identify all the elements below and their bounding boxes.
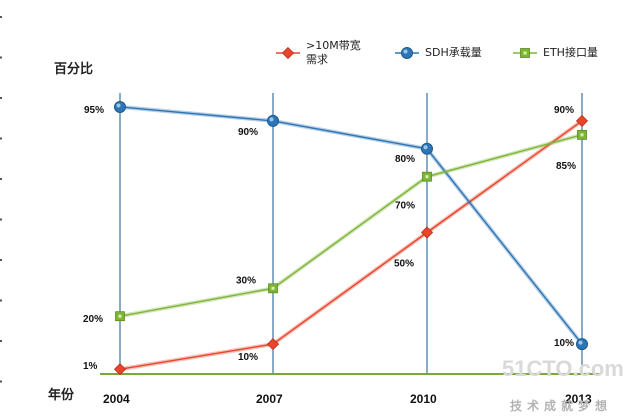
edge-dot xyxy=(0,178,2,180)
y-axis-title: 百分比 xyxy=(54,61,93,77)
data-labels: 1% 10% 50% 90% 95% 90% 80% 10% 20% 30% 70% 85% xyxy=(83,105,576,372)
series-line-shadow xyxy=(119,104,584,346)
edge-dot xyxy=(0,380,2,383)
edge-dot xyxy=(0,97,2,99)
data-label: 10% xyxy=(554,338,574,349)
data-point-highlight xyxy=(423,145,428,150)
data-point-highlight xyxy=(271,286,275,290)
edge-dot xyxy=(0,218,2,221)
watermark-logo: 51CTO.com xyxy=(502,356,624,381)
data-point-highlight xyxy=(580,133,584,137)
edge-dot xyxy=(0,16,2,18)
x-tick-label: 2004 xyxy=(103,392,130,406)
series-markers xyxy=(113,100,589,376)
series-line-shadow xyxy=(119,119,584,372)
data-point xyxy=(113,363,127,376)
edge-dot xyxy=(0,299,2,302)
legend-label: 需求 xyxy=(306,53,328,66)
legend-label: ETH接口量 xyxy=(543,46,598,59)
data-label: 30% xyxy=(236,275,256,286)
series-line xyxy=(119,120,583,370)
edge-dot xyxy=(0,259,2,261)
series-lines xyxy=(119,104,584,372)
x-tick-label: 2013 xyxy=(565,392,592,406)
edge-dot xyxy=(0,137,2,140)
data-point xyxy=(267,114,279,127)
x-tick-label: 2007 xyxy=(256,392,283,406)
data-label: 80% xyxy=(395,154,415,165)
data-point xyxy=(266,338,280,351)
data-label: 70% xyxy=(395,201,415,212)
data-label: 10% xyxy=(238,352,258,363)
legend-marker-highlight xyxy=(523,51,527,55)
data-point xyxy=(114,100,126,113)
data-label: 90% xyxy=(554,105,574,116)
watermark: 51CTO.com 技术成就梦想 xyxy=(502,356,624,413)
series-line xyxy=(119,106,583,345)
data-point xyxy=(575,114,589,127)
data-point-highlight xyxy=(116,103,121,108)
data-label: 90% xyxy=(238,127,258,138)
watermark-tagline: 技术成就梦想 xyxy=(510,398,612,413)
data-point-highlight xyxy=(118,314,122,318)
edge-dot xyxy=(0,340,2,342)
data-point xyxy=(421,142,433,155)
edge-dot xyxy=(0,56,2,59)
data-point xyxy=(420,226,434,239)
x-tick-label: 2010 xyxy=(410,392,437,406)
data-point-highlight xyxy=(578,340,583,345)
data-point xyxy=(576,338,588,351)
x-tick-labels: 2004 2007 2010 2013 xyxy=(103,392,592,406)
legend-marker xyxy=(281,46,295,60)
x-axis-title: 年份 xyxy=(48,387,75,403)
data-label: 95% xyxy=(84,105,104,116)
data-label: 20% xyxy=(83,314,103,325)
data-point-highlight xyxy=(425,175,429,179)
left-edge-dots xyxy=(0,16,2,383)
data-label: 50% xyxy=(394,259,414,270)
data-point-highlight xyxy=(269,117,274,122)
legend-marker xyxy=(401,47,413,59)
legend-label: SDH承载量 xyxy=(425,46,482,59)
legend-marker-highlight xyxy=(403,49,408,54)
data-label: 85% xyxy=(556,161,576,172)
legend-label: >10M带宽 xyxy=(306,38,361,52)
series-line xyxy=(119,134,583,317)
data-label: 1% xyxy=(83,361,98,372)
